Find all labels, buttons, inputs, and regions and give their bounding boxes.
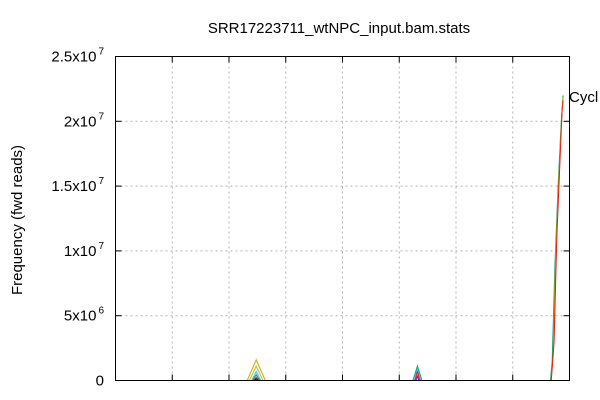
y-tick-label-4: 2x10 7 — [64, 111, 105, 130]
series-line-6 — [412, 364, 423, 381]
y-tick-base: 0 — [96, 373, 104, 390]
y-axis-label: Frequency (fwd reads) — [9, 145, 26, 295]
y-tick-label-2: 1x10 7 — [64, 241, 105, 260]
chart-title: SRR17223711_wtNPC_input.bam.stats — [208, 20, 470, 37]
series-line-5 — [254, 378, 259, 381]
series-line-0 — [246, 358, 266, 381]
series-line-12 — [550, 100, 564, 381]
y-tick-exponent: 6 — [98, 306, 104, 317]
series-line-4 — [253, 376, 260, 381]
y-tick-label-3: 1.5x10 7 — [51, 176, 104, 195]
y-tick-base: 1.5x10 — [51, 178, 96, 195]
series-layer — [246, 95, 564, 381]
series-line-3 — [252, 373, 261, 381]
y-tick-base: 5x10 — [64, 308, 97, 325]
legend-label: Cycl — [569, 89, 598, 106]
grid-lines — [115, 56, 570, 381]
series-line-9 — [415, 374, 420, 381]
y-tick-base: 2.5x10 — [51, 49, 96, 66]
y-tick-label-5: 2.5x10 7 — [51, 47, 104, 66]
series-line-1 — [248, 365, 264, 381]
series-line-8 — [414, 371, 421, 381]
y-tick-base: 2x10 — [64, 113, 97, 130]
series-line-2 — [251, 370, 262, 381]
y-tick-label-1: 5x10 6 — [64, 306, 105, 325]
y-tick-exponent: 7 — [98, 176, 104, 187]
y-tick-base: 1x10 — [64, 243, 97, 260]
series-line-7 — [413, 366, 422, 381]
y-tick-exponent: 7 — [98, 47, 104, 58]
y-tick-label-0: 0 — [96, 373, 104, 390]
y-tick-exponent: 7 — [98, 111, 104, 122]
y-tick-exponent: 7 — [98, 241, 104, 252]
